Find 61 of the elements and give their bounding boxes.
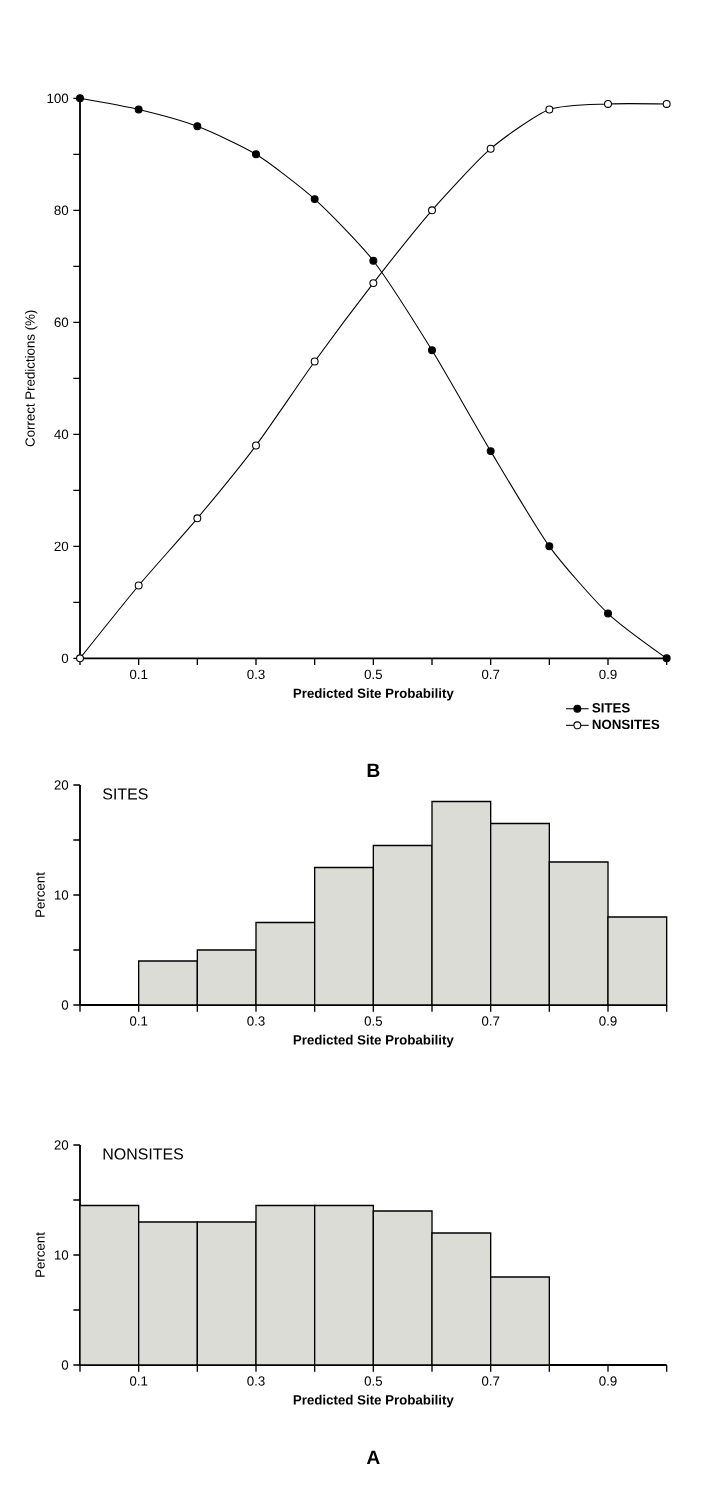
x-tick-label: 0.7 xyxy=(481,1016,500,1026)
legend-label: NONSITES xyxy=(592,719,660,730)
x-tick-label: 0.5 xyxy=(364,1376,383,1386)
y-axis-title: Percent xyxy=(35,1232,45,1277)
x-tick-label: 0.1 xyxy=(129,1016,148,1026)
x-tick-label: 0.7 xyxy=(481,1376,500,1386)
point xyxy=(486,447,495,456)
x-tick-label: 0.5 xyxy=(364,1016,383,1026)
x-tick-label: 0.9 xyxy=(599,669,617,680)
point xyxy=(604,99,612,108)
legend-label: SITES xyxy=(592,703,630,713)
text: A xyxy=(366,1450,380,1464)
point xyxy=(428,346,436,355)
chart-title: NONSITES xyxy=(103,1148,184,1160)
x-axis-title: Predicted Site Probability xyxy=(293,1394,454,1408)
point xyxy=(193,514,202,523)
x-tick-label: 0.1 xyxy=(129,1376,148,1386)
x-tick-label: 0.9 xyxy=(599,1016,617,1026)
x-axis-title: Predicted Site Probability xyxy=(293,688,454,701)
point xyxy=(369,256,378,265)
y-axis-title: Percent xyxy=(35,872,45,917)
y-tick-label: 20 xyxy=(54,1140,69,1150)
point xyxy=(134,105,143,114)
chart-title: SITES xyxy=(103,788,148,800)
y-tick-label: 40 xyxy=(54,429,69,440)
x-tick-label: 0.5 xyxy=(364,669,383,680)
point xyxy=(76,94,84,103)
x-tick-label: 0.9 xyxy=(599,1376,617,1386)
x-tick-label: 0.3 xyxy=(247,669,265,680)
x-tick-label: 0.3 xyxy=(247,1016,265,1026)
y-tick-label: 100 xyxy=(47,93,69,104)
y-tick-label: 0 xyxy=(61,1360,69,1370)
y-tick-label: 20 xyxy=(54,541,69,552)
y-tick-label: 0 xyxy=(61,653,69,664)
point xyxy=(545,542,554,551)
y-tick-label: 10 xyxy=(54,1250,69,1260)
y-axis-title: Correct Predictions (%) xyxy=(25,310,38,447)
y-tick-label: 80 xyxy=(54,205,69,216)
y-tick-label: 10 xyxy=(54,890,69,900)
x-axis-title: Predicted Site Probability xyxy=(293,1034,454,1048)
point xyxy=(310,357,319,366)
point xyxy=(252,441,260,450)
x-tick-label: 0.1 xyxy=(129,669,148,680)
y-tick-label: 20 xyxy=(54,780,69,790)
y-tick-label: 0 xyxy=(61,1000,69,1010)
text: B xyxy=(367,763,380,777)
point xyxy=(310,195,319,204)
point xyxy=(76,654,84,663)
point xyxy=(428,206,436,215)
point xyxy=(662,99,671,108)
point xyxy=(134,581,143,590)
point xyxy=(662,654,671,663)
point xyxy=(193,122,202,131)
point xyxy=(486,144,495,153)
x-tick-label: 0.3 xyxy=(247,1376,265,1386)
point xyxy=(545,105,554,114)
y-tick-label: 60 xyxy=(54,317,69,328)
point xyxy=(604,609,612,618)
point xyxy=(252,150,260,159)
point xyxy=(369,279,378,288)
x-tick-label: 0.7 xyxy=(481,669,500,680)
